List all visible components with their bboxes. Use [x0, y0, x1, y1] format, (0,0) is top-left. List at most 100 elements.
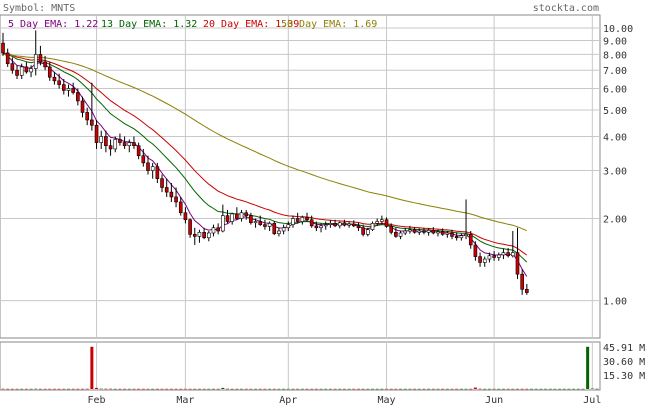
candle-body — [146, 162, 150, 171]
volume-bar — [85, 388, 89, 390]
candle-body — [361, 227, 365, 235]
candle-body — [221, 215, 225, 232]
volume-bar — [286, 388, 290, 390]
candle-body — [150, 166, 155, 171]
candle-body — [520, 273, 524, 290]
volume-bar — [81, 388, 85, 390]
volume-bar — [174, 388, 178, 390]
candle-body — [412, 229, 417, 233]
volume-bar — [385, 388, 389, 390]
volume-bar — [216, 388, 220, 390]
volume-bar — [450, 388, 454, 390]
volume-bar — [487, 388, 491, 390]
candle-body — [436, 231, 440, 234]
candle-body — [249, 215, 253, 224]
candle-body — [380, 219, 384, 222]
volume-bar — [586, 346, 590, 389]
volume-bar — [99, 388, 103, 390]
symbol-label: Symbol: MNTS — [3, 3, 75, 14]
volume-bar — [347, 388, 351, 390]
volume-bar — [1, 388, 5, 390]
candle-body — [127, 142, 132, 147]
volume-bar — [211, 388, 215, 390]
candle-body — [394, 232, 398, 237]
candle-body — [15, 69, 19, 76]
candle-body — [398, 232, 403, 237]
candle-body — [169, 191, 174, 198]
volume-bar — [483, 388, 487, 390]
candle-body — [164, 187, 169, 193]
candle-body — [342, 222, 347, 226]
candle-body — [155, 166, 160, 179]
volume-bar — [417, 388, 421, 390]
volume-bar — [492, 388, 496, 390]
candle-body — [356, 225, 361, 229]
candle-body — [216, 227, 220, 232]
candle-body — [431, 230, 436, 234]
volume-bar — [399, 388, 403, 390]
volume-bar — [6, 388, 10, 390]
candle-body — [459, 235, 464, 239]
volume-bar — [24, 388, 28, 390]
volume-bar — [296, 388, 300, 390]
candle-body — [375, 221, 379, 224]
price-panel — [0, 14, 601, 339]
candle-body — [403, 230, 408, 234]
candle-body — [384, 219, 389, 227]
candle-body — [94, 124, 99, 143]
volume-bar — [179, 388, 183, 390]
volume-bar — [38, 388, 42, 390]
volume-bar — [254, 388, 258, 390]
candle-body — [29, 68, 33, 73]
volume-bar — [282, 388, 286, 390]
price-tick-label: 10.00 — [603, 24, 633, 35]
volume-bar — [52, 388, 56, 390]
candle-body — [202, 232, 206, 239]
volume-bar — [445, 388, 449, 390]
candle-body — [104, 136, 108, 147]
volume-bar — [342, 388, 346, 390]
volume-bar — [146, 388, 150, 390]
price-tick-label: 4.00 — [603, 132, 627, 143]
volume-bar — [478, 388, 482, 390]
volume-bar — [137, 388, 141, 390]
legend-item: 50 Day EMA: 1.69 — [281, 19, 377, 30]
volume-panel — [0, 341, 601, 391]
candle-body — [113, 139, 118, 150]
price-tick-label: 9.00 — [603, 36, 627, 47]
date-tick-label: Apr — [279, 395, 297, 406]
candle-body — [445, 232, 450, 235]
candle-body — [408, 229, 412, 232]
volume-bar — [413, 388, 417, 390]
volume-bar — [127, 388, 131, 390]
ema-line-13 — [2, 52, 528, 263]
candle-body — [319, 225, 323, 229]
date-tick-label: Feb — [88, 395, 106, 406]
candle-body — [454, 236, 459, 239]
price-tick-label: 8.00 — [603, 50, 627, 61]
volume-bar — [113, 388, 117, 390]
candle-body — [482, 258, 487, 263]
volume-bar — [380, 388, 384, 390]
volume-bar — [123, 388, 127, 390]
volume-bar — [539, 388, 543, 390]
date-tick-label: May — [377, 395, 395, 406]
candle-body — [496, 254, 501, 258]
volume-bar — [408, 388, 412, 390]
candle-body — [295, 218, 300, 222]
candle-body — [272, 223, 277, 234]
volume-bar — [193, 388, 197, 390]
date-tick-label: Jun — [485, 395, 503, 406]
volume-bar — [230, 388, 234, 390]
volume-bar — [235, 388, 239, 390]
volume-bar — [57, 388, 61, 390]
candle-body — [351, 223, 356, 227]
candle-body — [440, 231, 445, 235]
volume-bar — [66, 388, 70, 390]
volume-bar — [553, 388, 557, 390]
candle-body — [141, 155, 146, 164]
candle-body — [263, 224, 267, 227]
candle-body — [487, 255, 492, 260]
candle-body — [122, 142, 127, 147]
candle-body — [178, 201, 183, 214]
